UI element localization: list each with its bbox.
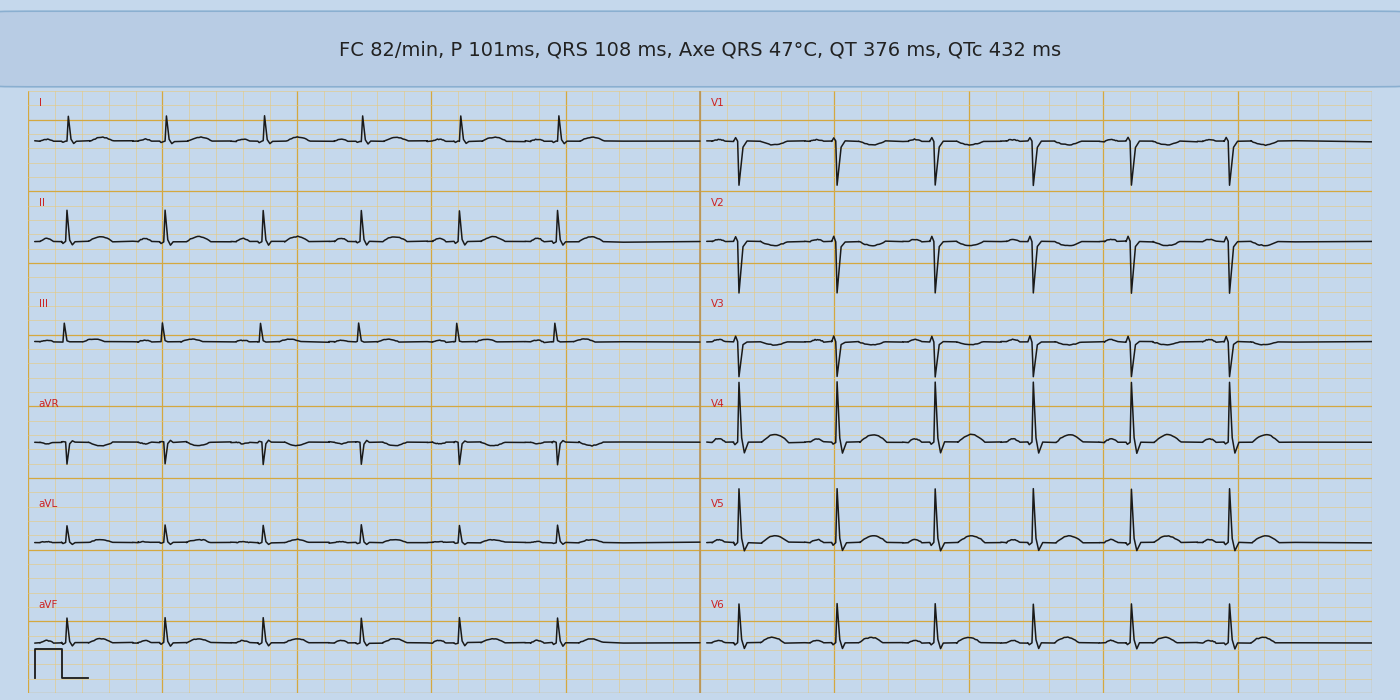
Text: I: I bbox=[39, 98, 42, 108]
Text: V4: V4 bbox=[711, 399, 725, 409]
Text: V6: V6 bbox=[711, 600, 725, 610]
Text: V1: V1 bbox=[711, 98, 725, 108]
Text: III: III bbox=[39, 299, 48, 309]
Text: V5: V5 bbox=[711, 499, 725, 510]
Text: aVR: aVR bbox=[39, 399, 59, 409]
Text: V2: V2 bbox=[711, 198, 725, 209]
FancyBboxPatch shape bbox=[0, 11, 1400, 87]
Text: II: II bbox=[39, 198, 45, 209]
Text: aVF: aVF bbox=[39, 600, 59, 610]
Text: FC 82/min, P 101ms, QRS 108 ms, Axe QRS 47°C, QT 376 ms, QTc 432 ms: FC 82/min, P 101ms, QRS 108 ms, Axe QRS … bbox=[339, 41, 1061, 60]
Text: aVL: aVL bbox=[39, 499, 57, 510]
Text: V3: V3 bbox=[711, 299, 725, 309]
